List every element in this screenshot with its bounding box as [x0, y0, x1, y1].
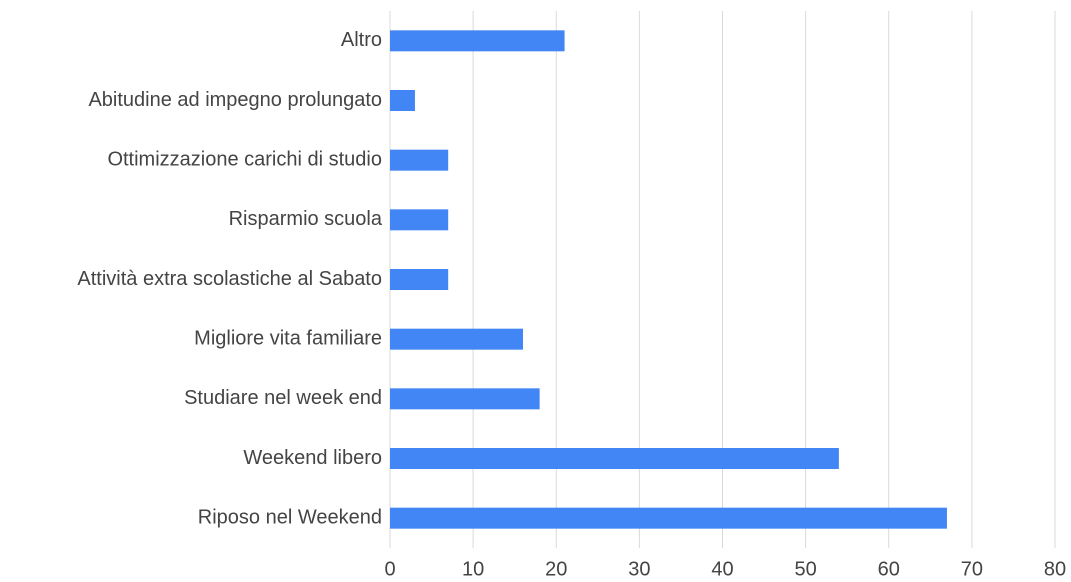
x-tick-label: 60	[878, 558, 900, 580]
bar	[390, 448, 839, 469]
bar	[390, 328, 523, 350]
bar	[390, 30, 565, 52]
bar	[390, 90, 415, 111]
x-tick-label: 40	[711, 558, 733, 580]
bar	[390, 149, 449, 171]
bar	[390, 507, 947, 529]
x-tick-label: 80	[1044, 558, 1066, 580]
x-tick-label: 10	[462, 558, 484, 580]
bar	[390, 388, 540, 410]
y-tick-label: Abitudine ad impegno prolungato	[88, 89, 382, 111]
y-tick-label: Weekend libero	[243, 447, 382, 469]
bar	[390, 209, 449, 231]
y-tick-label: Ottimizzazione carichi di studio	[107, 148, 382, 170]
bar	[390, 269, 449, 290]
y-tick-label: Riposo nel Weekend	[198, 506, 382, 528]
y-tick-label: Attività extra scolastiche al Sabato	[77, 268, 382, 290]
y-tick-label: Migliore vita familiare	[194, 327, 382, 349]
x-tick-label: 0	[384, 558, 395, 580]
x-tick-label: 20	[545, 558, 567, 580]
y-tick-label: Studiare nel week end	[184, 387, 382, 409]
x-tick-label: 70	[961, 558, 983, 580]
y-tick-label: Altro	[341, 29, 382, 51]
x-tick-label: 30	[628, 558, 650, 580]
x-tick-label: 50	[795, 558, 817, 580]
y-tick-label: Risparmio scuola	[229, 208, 383, 230]
